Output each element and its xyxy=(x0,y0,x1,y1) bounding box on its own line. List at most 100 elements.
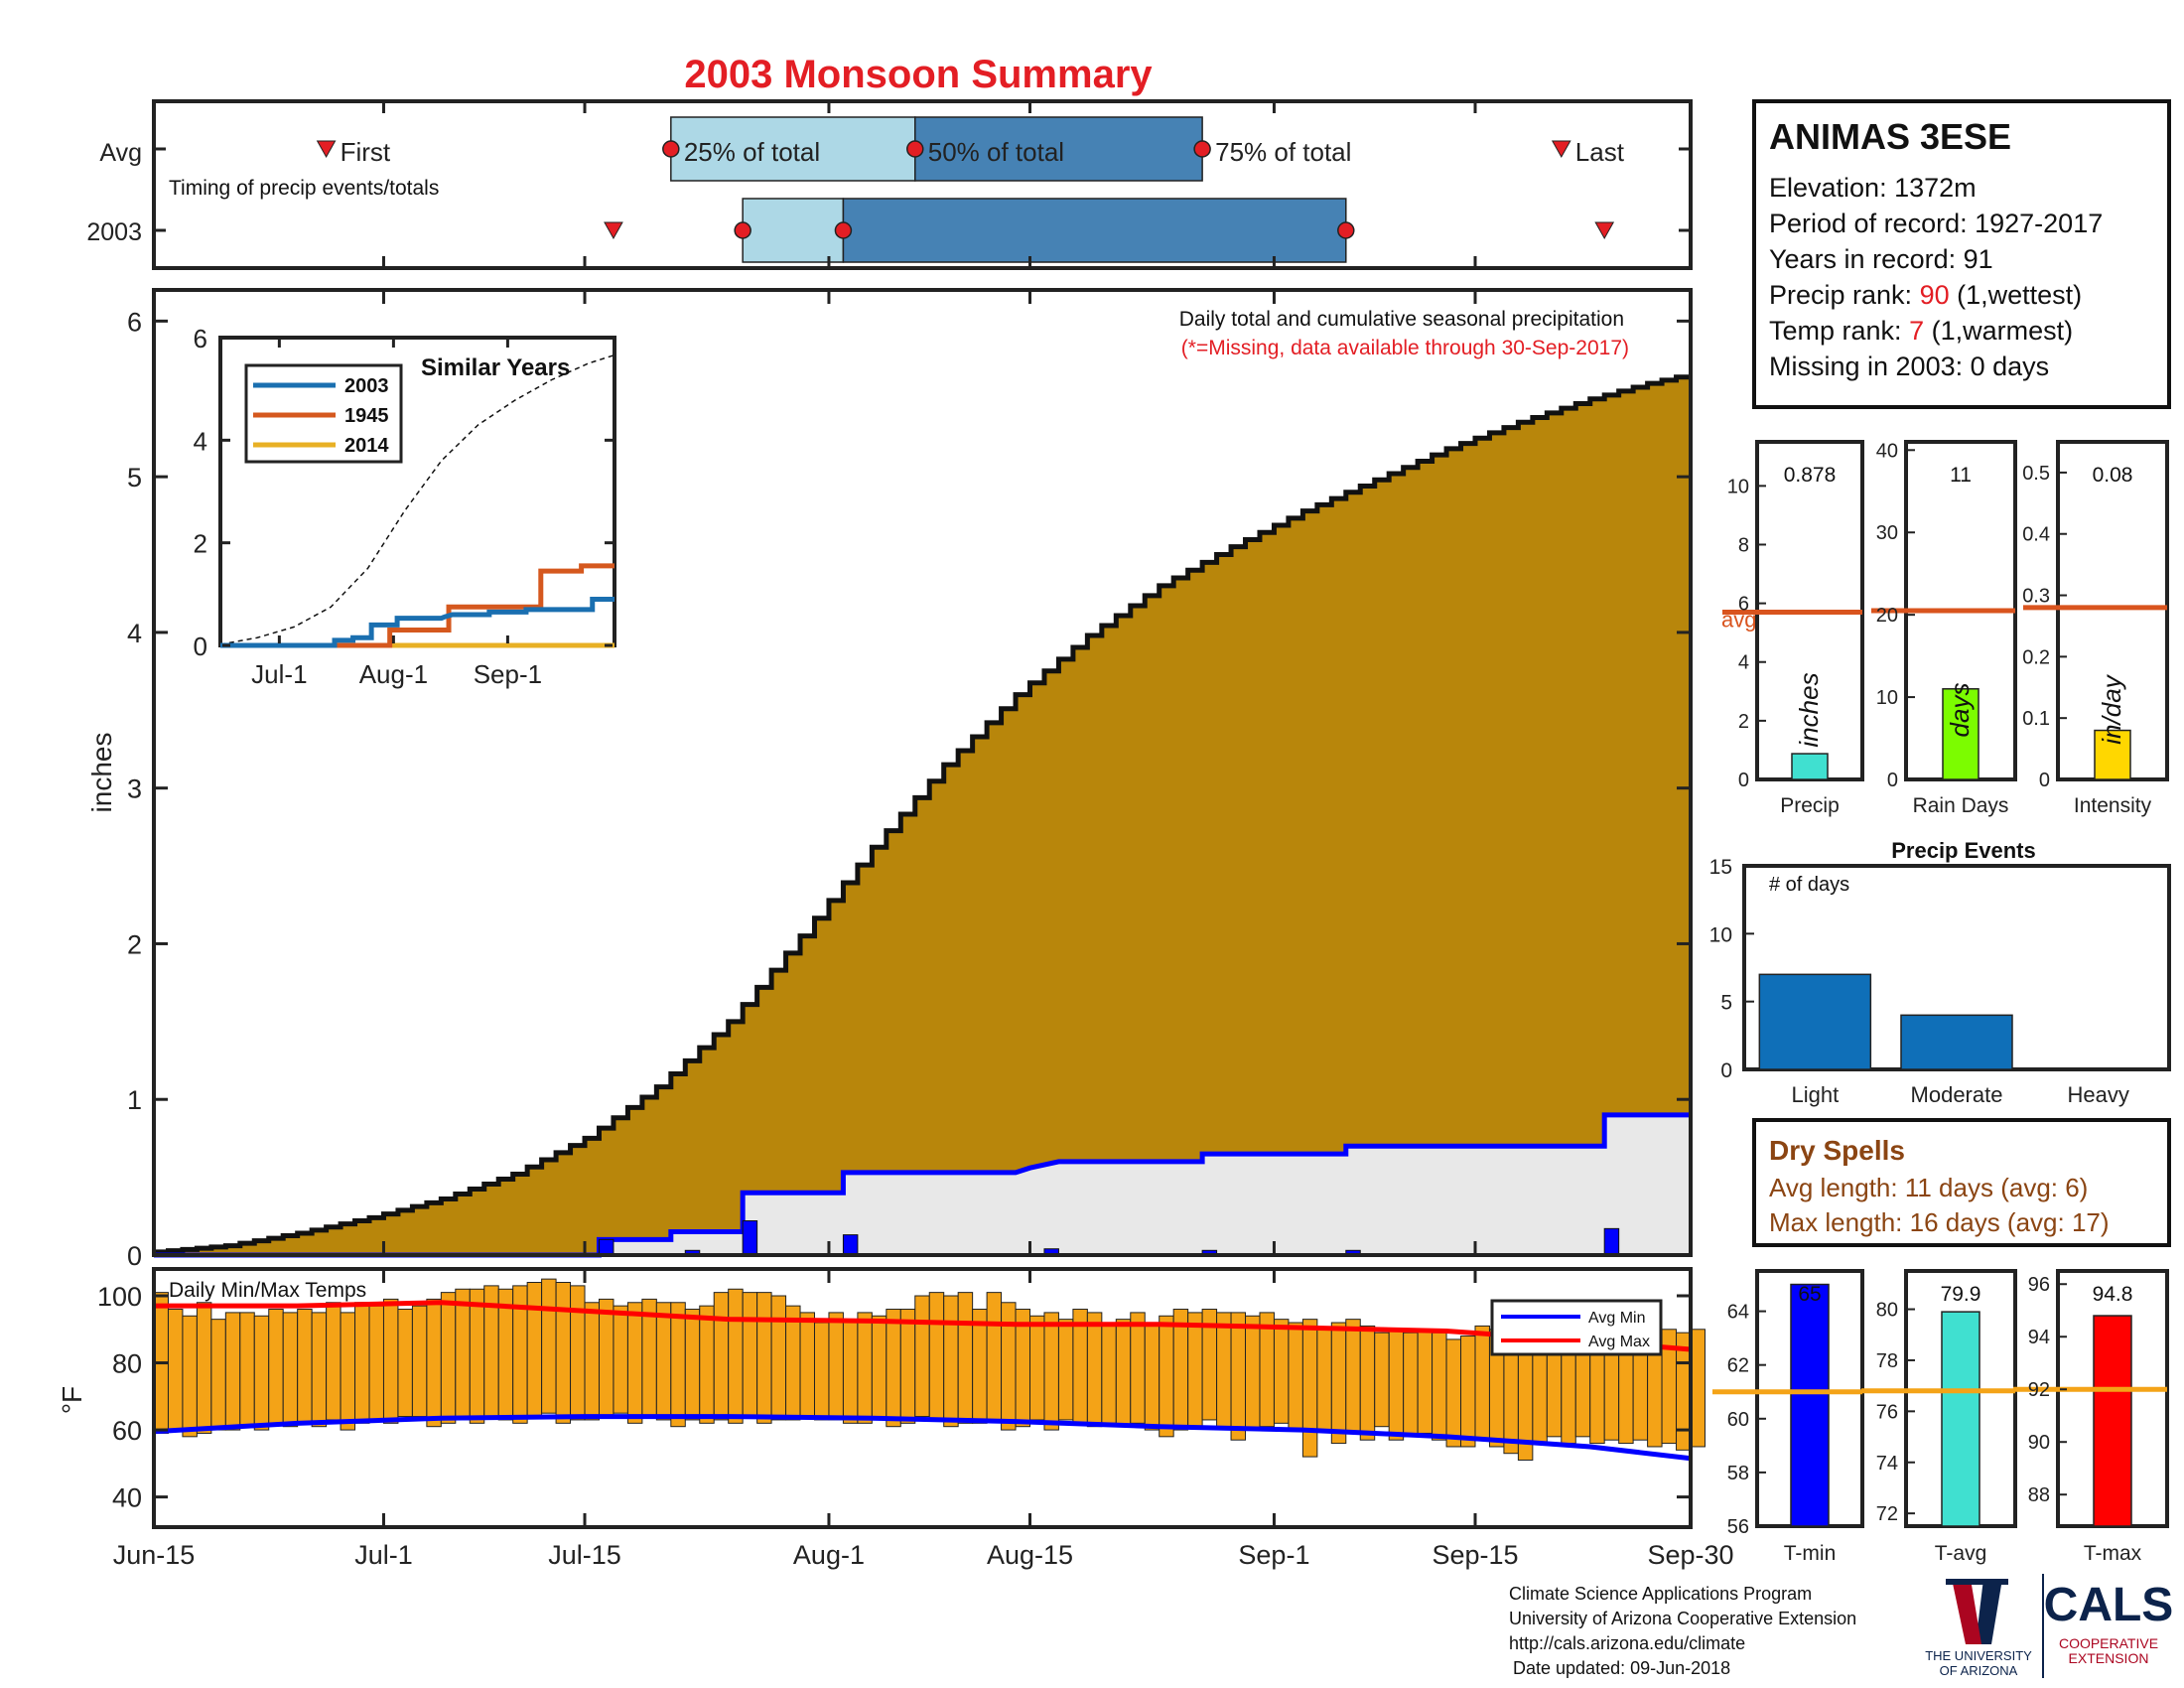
precip-event-bar-moderate xyxy=(1900,1014,2013,1070)
stat-category-label: Precip xyxy=(1780,794,1840,817)
daily-temp-bar xyxy=(626,1302,643,1424)
timing-label-first: First xyxy=(341,137,391,167)
temp-stat-ytick-label: 76 xyxy=(1876,1401,1898,1423)
temp-plot-area: 40 60 80 100 xyxy=(97,1271,1706,1525)
daily-temp-bar xyxy=(382,1298,399,1424)
temp-stat-ytick-label: 96 xyxy=(2028,1274,2050,1296)
events-ytick-label: 5 xyxy=(1720,992,1732,1015)
stat-ytick-label: 0.5 xyxy=(2022,463,2050,485)
daily-temp-bar xyxy=(914,1295,930,1418)
daily-temp-bar xyxy=(224,1312,241,1431)
daily-temp-bar xyxy=(871,1315,887,1421)
timing-y2003-first-triangle xyxy=(604,221,623,240)
daily-temp-bar xyxy=(1029,1315,1045,1421)
temp-stat-bar xyxy=(1941,1311,1980,1527)
precip-note-missing: (*=Missing, data available through 30-Se… xyxy=(1181,337,1629,359)
main-ytick-label: 0 xyxy=(127,1241,142,1271)
stat-ytick-label: 2 xyxy=(1738,711,1749,733)
avg-max-line xyxy=(154,1300,1692,1352)
daily-temp-bar xyxy=(1345,1319,1361,1434)
daily-temp-bar xyxy=(1330,1322,1347,1445)
station-period: Period of record: 1927-2017 xyxy=(1769,209,2103,238)
daily-temp-bar xyxy=(196,1302,212,1434)
stat-ytick-label: 0 xyxy=(1738,770,1749,791)
cumulative-2003-line xyxy=(154,1112,1691,1258)
daily-temp-bar xyxy=(455,1288,471,1421)
dry-spells-max-length: Max length: 16 days (avg: 17) xyxy=(1769,1207,2110,1237)
inset-plot-area: 0 2 4 6 Jul-1 Aug-1 Sep-1 xyxy=(194,324,615,689)
inset-series-2003 xyxy=(220,597,614,648)
daily-temp-bar xyxy=(1316,1329,1332,1431)
footer-line-1: Climate Science Applications Program xyxy=(1509,1584,1812,1604)
precip-event-label-heavy: Heavy xyxy=(2067,1082,2128,1107)
inset-legend: 2003 1945 2014 xyxy=(244,363,403,464)
inset-title: Similar Years xyxy=(421,354,570,381)
stat-ytick-label: 6 xyxy=(1738,594,1749,616)
university-of-arizona-logo: THE UNIVERSITY OF ARIZONA xyxy=(1925,1579,2032,1678)
timing-label-50: 50% of total xyxy=(928,137,1064,167)
daily-temp-bar xyxy=(1130,1312,1146,1424)
main-ytick-label: 5 xyxy=(127,463,142,492)
legend-avg-max-label: Avg Max xyxy=(1588,1334,1650,1350)
temp-stat-panel-t-avg: 79.9 72 74 76 78 80 T-avg xyxy=(1861,1269,2017,1565)
daily-temp-bar xyxy=(655,1302,672,1421)
daily-temp-bar xyxy=(598,1298,614,1418)
inset-xtick-label: Jul-1 xyxy=(251,659,307,689)
daily-temp-bar xyxy=(684,1309,701,1421)
timing-avg-p50-marker xyxy=(906,140,924,158)
daily-temp-bar xyxy=(210,1319,226,1431)
chart-title: 2003 Monsoon Summary xyxy=(684,53,1153,96)
daily-temp-bar xyxy=(1187,1312,1203,1428)
daily-temp-bar xyxy=(799,1312,815,1418)
similar-years-inset: 0 2 4 6 Jul-1 Aug-1 Sep-1 Similar Years 2003 19… xyxy=(194,324,616,689)
temp-stat-ytick-label: 58 xyxy=(1727,1463,1749,1484)
temp-stat-ytick-label: 78 xyxy=(1876,1350,1898,1372)
daily-temp-bar xyxy=(1432,1332,1447,1441)
inset-ytick-label: 6 xyxy=(194,324,207,353)
stat-ytick-label: 8 xyxy=(1738,534,1749,556)
timing-avg-q2-box xyxy=(914,116,1203,182)
daily-temp-bar xyxy=(469,1288,485,1424)
temp-stat-ytick-label: 90 xyxy=(2028,1432,2050,1454)
temp-frame xyxy=(152,1267,1693,1529)
daily-temp-bar xyxy=(1460,1336,1476,1448)
cals-logo-coop-1: COOPERATIVE xyxy=(2059,1635,2158,1651)
precip-rank-value: 90 xyxy=(1920,280,1950,310)
daily-temp-bar xyxy=(311,1312,328,1428)
date-x-axis: Jun-15 Jul-1 Jul-15 Aug-1 Aug-15 Sep-1 Sep-15 S… xyxy=(113,1540,1734,1570)
temp-legend: Avg Min Avg Max xyxy=(1490,1299,1663,1356)
timing-row-label-2003: 2003 xyxy=(86,218,142,246)
stat-ytick-label: 0 xyxy=(2039,770,2050,791)
dry-spells-frame xyxy=(1752,1118,2171,1247)
temp-rank-value: 7 xyxy=(1909,316,1924,346)
inset-series-1945 xyxy=(220,563,614,648)
footer-credits: Climate Science Applications Program Uni… xyxy=(1509,1584,1856,1678)
station-temp-rank: Temp rank: 7 (1,warmest) xyxy=(1769,316,2073,346)
daily-temp-bar xyxy=(570,1285,586,1421)
stat-ytick-label: 4 xyxy=(1738,652,1749,674)
station-info-box: ANIMAS 3ESE Elevation: 1372m Period of r… xyxy=(1752,99,2171,409)
temp-stat-ytick-label: 80 xyxy=(1876,1300,1898,1322)
daily-temp-bar xyxy=(828,1312,844,1421)
main-plot-area xyxy=(154,374,1691,1258)
temp-stat-bar xyxy=(2093,1315,2132,1527)
main-ytick-label: 6 xyxy=(127,307,142,337)
daily-temp-bar xyxy=(1259,1312,1275,1428)
timing-avg-last-triangle xyxy=(1551,140,1571,159)
timing-y2003-p50-marker xyxy=(834,221,853,239)
ua-logo-block-a-left xyxy=(1976,1579,2002,1644)
temp-ytick-label: 80 xyxy=(112,1349,142,1379)
temp-label: Daily Min/Max Temps xyxy=(169,1279,366,1302)
timing-label-75: 75% of total xyxy=(1215,137,1351,167)
daily-temp-bar xyxy=(1086,1312,1103,1428)
temp-stat-ytick-label: 56 xyxy=(1727,1516,1749,1538)
precip-events-chart: Precip Events # of days Light Moderate Hea… xyxy=(1709,838,2171,1107)
cumulative-2003-area xyxy=(154,1114,1691,1255)
stat-ytick-label: 20 xyxy=(1876,605,1898,627)
avg-cumulative-area xyxy=(154,376,1691,1255)
temp-stat-ytick-label: 88 xyxy=(2028,1484,2050,1506)
daily-temp-bar xyxy=(1359,1325,1376,1441)
timing-avg-q1-box xyxy=(670,116,916,182)
temp-stat-ytick-label: 92 xyxy=(2028,1379,2050,1401)
daily-temp-bar xyxy=(770,1295,787,1421)
